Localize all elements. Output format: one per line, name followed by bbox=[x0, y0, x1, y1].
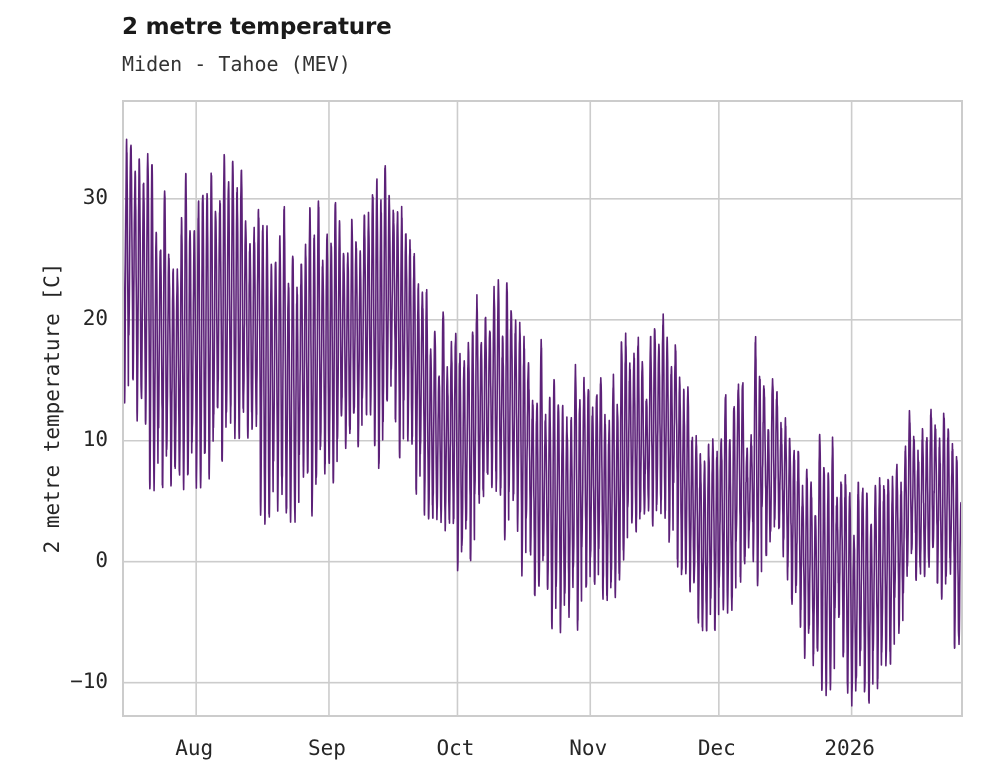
x-tick-label: Nov bbox=[569, 736, 608, 760]
temperature-series-line bbox=[124, 138, 961, 707]
x-tick-label: Aug bbox=[175, 736, 214, 760]
x-tick-label: Dec bbox=[697, 736, 736, 760]
plot-area bbox=[122, 100, 963, 717]
chart-title: 2 metre temperature bbox=[122, 14, 392, 40]
y-tick-label: 30 bbox=[82, 184, 108, 209]
x-tick-label: Sep bbox=[307, 736, 346, 760]
x-tick-label: 2026 bbox=[824, 736, 875, 760]
x-tick-label: Oct bbox=[436, 736, 475, 760]
y-tick-label: 10 bbox=[82, 426, 108, 451]
chart-subtitle: Miden - Tahoe (MEV) bbox=[122, 52, 351, 76]
y-tick-label: 20 bbox=[82, 305, 108, 330]
y-axis-ticks: −10 0 10 20 30 bbox=[46, 0, 108, 782]
y-tick-label: 0 bbox=[95, 547, 108, 572]
y-tick-label: −10 bbox=[70, 668, 108, 693]
